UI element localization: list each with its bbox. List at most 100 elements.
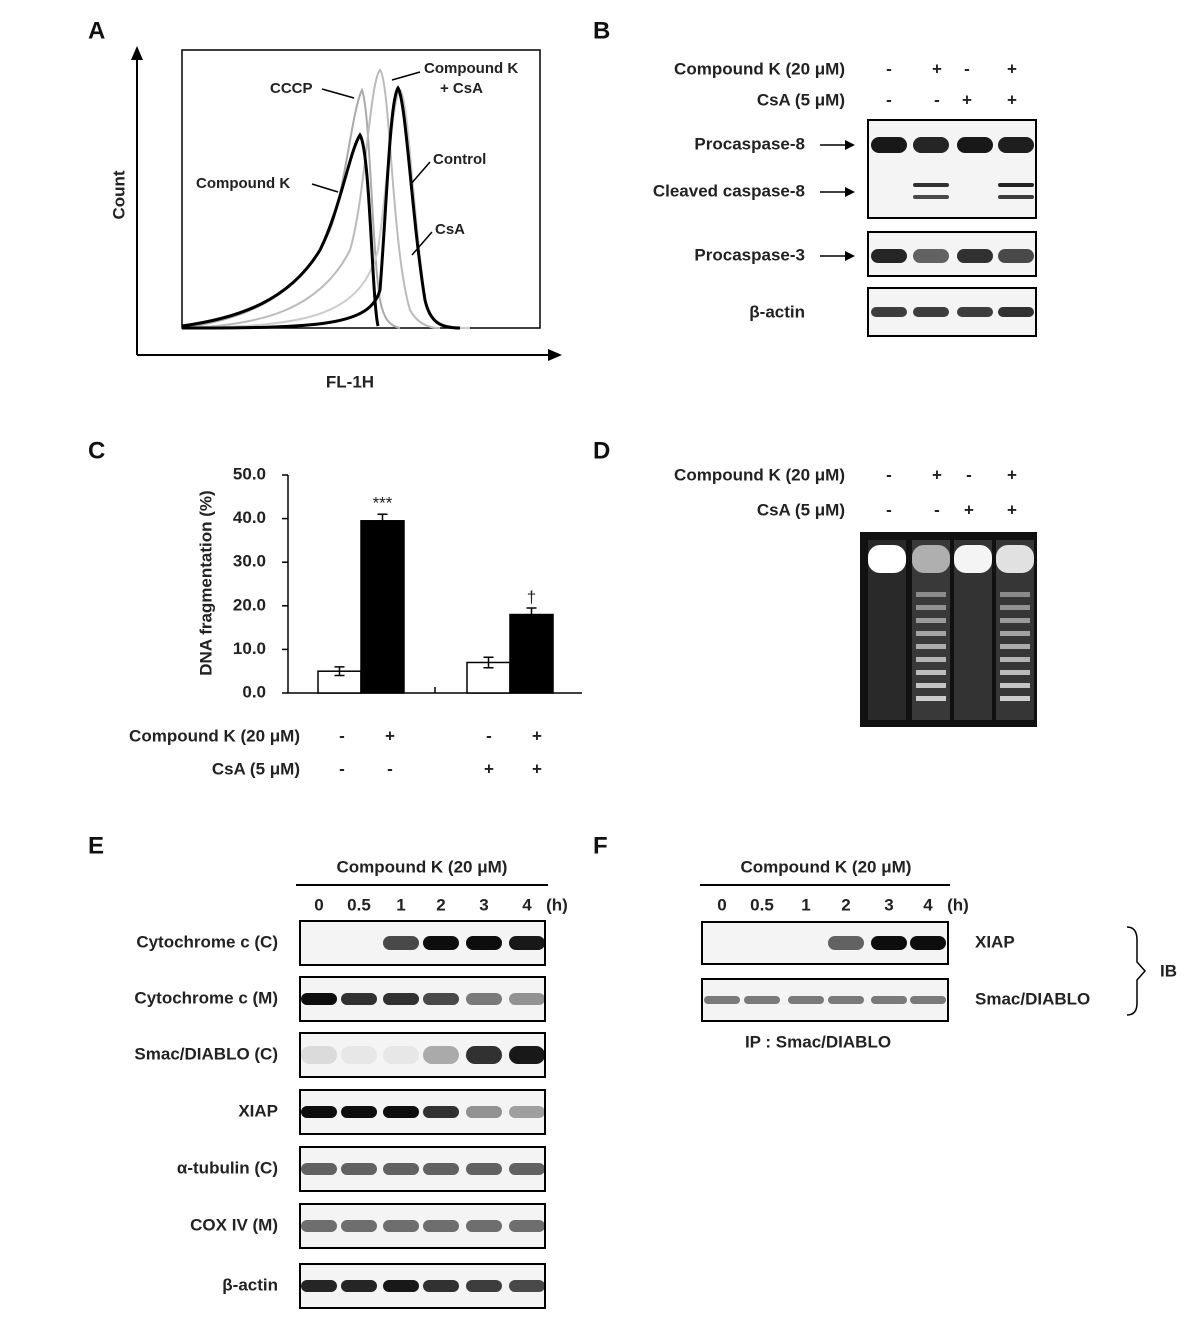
condition-sign: + bbox=[385, 726, 395, 745]
annotation: + CsA bbox=[440, 80, 483, 97]
annotation: CsA bbox=[435, 221, 465, 238]
band bbox=[466, 936, 502, 950]
band bbox=[341, 1106, 377, 1118]
row-label: Cytochrome c (M) bbox=[134, 988, 278, 1007]
band bbox=[466, 1046, 502, 1064]
time-label: 4 bbox=[923, 895, 933, 914]
ip-label: IP : Smac/DIABLO bbox=[745, 1032, 891, 1051]
time-label: 3 bbox=[884, 895, 893, 914]
condition-sign: - bbox=[339, 726, 345, 745]
blot bbox=[299, 1089, 546, 1135]
ladder-band bbox=[916, 644, 946, 649]
time-label: 3 bbox=[479, 895, 488, 914]
blot bbox=[299, 1146, 546, 1192]
condition-sign: + bbox=[1007, 465, 1017, 484]
error-bar bbox=[483, 656, 494, 669]
ladder-band bbox=[916, 683, 946, 688]
error-bar bbox=[377, 513, 388, 529]
blot bbox=[299, 1032, 546, 1078]
ladder-band bbox=[916, 605, 946, 610]
compound-k-curve bbox=[181, 132, 380, 328]
band bbox=[913, 195, 949, 199]
band bbox=[828, 996, 864, 1004]
condition-label: CsA (5 μM) bbox=[757, 500, 845, 519]
panel-label: F bbox=[593, 832, 608, 859]
band bbox=[383, 1106, 419, 1118]
ladder-band bbox=[1000, 631, 1030, 636]
significance: *** bbox=[373, 494, 393, 513]
band bbox=[341, 1163, 377, 1175]
band bbox=[828, 936, 864, 950]
band bbox=[998, 183, 1034, 187]
ladder-band bbox=[1000, 605, 1030, 610]
condition-label: Compound K (20 μM) bbox=[674, 465, 845, 484]
band bbox=[871, 996, 907, 1004]
condition-sign: - bbox=[486, 726, 492, 745]
ladder-band bbox=[1000, 618, 1030, 623]
condition-label: CsA (5 μM) bbox=[757, 90, 845, 109]
band bbox=[301, 1106, 337, 1118]
annotation-arrows bbox=[311, 71, 433, 256]
error-bar bbox=[334, 666, 345, 677]
time-label: 2 bbox=[436, 895, 445, 914]
significance: † bbox=[527, 587, 536, 606]
blot bbox=[299, 920, 546, 966]
ladder-band bbox=[916, 657, 946, 662]
band bbox=[466, 1163, 502, 1175]
condition-sign: - bbox=[934, 500, 940, 519]
ladder-band bbox=[1000, 696, 1030, 701]
row-label: β-actin bbox=[749, 302, 805, 321]
row-label: β-actin bbox=[222, 1275, 278, 1294]
bracket bbox=[1126, 926, 1147, 1016]
ladder-band bbox=[916, 631, 946, 636]
panel-label: E bbox=[88, 832, 104, 859]
band bbox=[998, 249, 1034, 263]
row-label: Smac/DIABLO bbox=[975, 989, 1090, 1008]
arrow-head bbox=[845, 187, 855, 197]
condition-sign: + bbox=[1007, 500, 1017, 519]
band bbox=[423, 993, 459, 1005]
time-unit: (h) bbox=[947, 895, 969, 914]
band bbox=[383, 1280, 419, 1292]
treatment-label: Compound K (20 μM) bbox=[337, 857, 508, 876]
band bbox=[423, 1220, 459, 1232]
band bbox=[957, 249, 993, 263]
band bbox=[871, 936, 907, 950]
condition-sign: - bbox=[886, 90, 892, 109]
treatment-label: Compound K (20 μM) bbox=[741, 857, 912, 876]
band bbox=[871, 249, 907, 263]
row-label: Procaspase-8 bbox=[694, 134, 805, 153]
plot-frame bbox=[181, 49, 541, 329]
band bbox=[301, 1220, 337, 1232]
band bbox=[341, 1220, 377, 1232]
condition-sign: + bbox=[532, 726, 542, 745]
row-label: COX IV (M) bbox=[190, 1215, 278, 1234]
band bbox=[466, 1106, 502, 1118]
band bbox=[383, 1046, 419, 1064]
condition-sign: - bbox=[886, 59, 892, 78]
row-label: Procaspase-3 bbox=[694, 245, 805, 264]
x-axis-label: FL-1H bbox=[326, 372, 374, 391]
arrow-head bbox=[845, 251, 855, 261]
band bbox=[913, 137, 949, 153]
y-tick-label: 40.0 bbox=[233, 508, 266, 527]
well-band bbox=[912, 545, 950, 573]
row-label: α-tubulin (C) bbox=[177, 1158, 278, 1177]
band bbox=[509, 1220, 545, 1232]
ladder-band bbox=[1000, 592, 1030, 597]
time-label: 2 bbox=[841, 895, 850, 914]
time-label: 4 bbox=[522, 895, 532, 914]
condition-sign: - bbox=[886, 465, 892, 484]
band bbox=[301, 993, 337, 1005]
band bbox=[957, 137, 993, 153]
time-unit: (h) bbox=[546, 895, 568, 914]
histogram-panel: Count FL-1H CCCP Compound K + CsA Contro… bbox=[109, 46, 562, 391]
band bbox=[383, 936, 419, 950]
well-band bbox=[996, 545, 1034, 573]
condition-sign: + bbox=[484, 759, 494, 778]
band bbox=[466, 993, 502, 1005]
band bbox=[957, 307, 993, 317]
band bbox=[509, 1106, 545, 1118]
ladder-band bbox=[1000, 670, 1030, 675]
